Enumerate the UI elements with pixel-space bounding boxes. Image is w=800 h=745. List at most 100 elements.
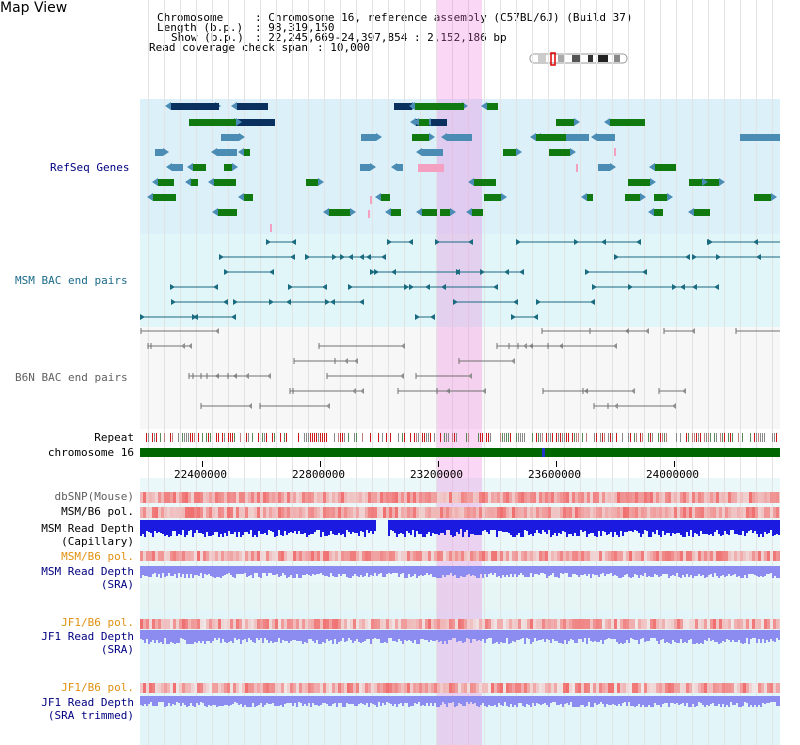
read-depth-bar (548, 566, 550, 576)
polymorphism-bar (347, 619, 350, 629)
polymorphism-bar (644, 551, 647, 561)
polymorphism-bar (419, 683, 422, 693)
read-depth-bar (470, 566, 472, 576)
track-label-b6n-bac[interactable]: B6N BAC end pairs (15, 371, 128, 384)
polymorphism-bar (512, 492, 515, 503)
polymorphism-bar (647, 551, 650, 561)
repeat-mark (430, 433, 431, 442)
track-label-repeat[interactable]: Repeat (94, 431, 134, 444)
repeat-mark (602, 433, 603, 442)
read-depth-bar (382, 566, 384, 577)
repeat-mark (722, 433, 723, 442)
read-depth-bar (754, 696, 756, 705)
polymorphism-bar (341, 507, 344, 518)
read-depth-bar (216, 696, 218, 707)
read-depth-bar (656, 566, 658, 575)
polymorphism-bar (524, 507, 527, 518)
polymorphism-bar (674, 619, 677, 629)
polymorphism-bar (260, 551, 263, 561)
chromosome-ideogram[interactable] (528, 52, 630, 66)
read-depth-bar (324, 696, 326, 703)
read-depth-bar (344, 520, 346, 537)
polymorphism-bar (335, 619, 338, 629)
read-depth-bar (234, 566, 236, 578)
gene-small-feature (614, 148, 616, 156)
read-depth-bar (244, 566, 246, 573)
read-depth-bar (204, 566, 206, 574)
read-depth-bar (210, 566, 212, 576)
read-depth-bar (206, 630, 208, 641)
read-depth-bar (210, 696, 212, 706)
track-label-msm-depth-sra[interactable]: MSM Read Depth (41, 565, 134, 578)
read-depth-bar (476, 630, 478, 641)
track-label-dbsnp[interactable]: dbSNP(Mouse) (54, 490, 134, 503)
track-label-msm-depth-cap[interactable]: MSM Read Depth (41, 522, 134, 535)
read-depth-bar (740, 566, 742, 578)
read-depth-bar (336, 630, 338, 644)
read-depth-bar (746, 696, 748, 703)
polymorphism-bar (641, 619, 644, 629)
gene-feature (628, 179, 650, 186)
repeat-mark (424, 433, 425, 442)
polymorphism-bar (251, 492, 254, 503)
polymorphism-bar (344, 551, 347, 561)
polymorphism-bar (368, 492, 371, 503)
read-depth-bar (220, 630, 222, 643)
grid-line (756, 0, 757, 745)
read-depth-bar (412, 566, 414, 576)
gene-small-feature (576, 164, 578, 172)
polymorphism-bar (758, 492, 761, 503)
read-depth-bar (438, 566, 440, 578)
track-label-chromosome[interactable]: chromosome 16 (47, 446, 134, 459)
polymorphism-bar (239, 683, 242, 693)
read-depth-bar (772, 566, 774, 578)
read-depth-bar (490, 520, 492, 530)
polymorphism-bar (299, 507, 302, 518)
polymorphism-bar (503, 492, 506, 503)
polymorphism-bar (575, 683, 578, 693)
polymorphism-bar (641, 683, 644, 693)
read-depth-bar (404, 630, 406, 640)
bac-end-right (291, 239, 296, 245)
polymorphism-bar (572, 683, 575, 693)
track-label-jf1-pol-2[interactable]: JF1/B6 pol. (61, 681, 134, 694)
track-label-jf1-depth[interactable]: JF1 Read Depth (41, 630, 134, 643)
polymorphism-bar (434, 683, 437, 693)
bac-end-left (233, 299, 238, 305)
read-depth-bar (314, 630, 316, 643)
polymorphism-bar (236, 619, 239, 629)
polymorphism-bar (332, 492, 335, 503)
polymorphism-bar (614, 619, 617, 629)
read-depth-bar (524, 696, 526, 707)
polymorphism-bar (170, 492, 173, 503)
polymorphism-bar (419, 619, 422, 629)
read-depth-bar (434, 630, 436, 641)
polymorphism-bar (329, 551, 332, 561)
track-label-msm-pol-1[interactable]: MSM/B6 pol. (61, 505, 134, 518)
track-panel[interactable] (140, 0, 780, 745)
track-label-jf1-trim[interactable]: JF1 Read Depth (41, 696, 134, 709)
polymorphism-bar (539, 619, 542, 629)
gene-feature (171, 103, 219, 110)
read-depth-bar (140, 630, 142, 639)
read-depth-bar (364, 520, 366, 537)
track-label-msm-bac[interactable]: MSM BAC end pairs (15, 274, 128, 287)
track-label-refseq[interactable]: RefSeq Genes (50, 161, 130, 174)
polymorphism-bar (575, 551, 578, 561)
read-depth-bar (432, 630, 434, 641)
polymorphism-bar (599, 619, 602, 629)
read-depth-bar (270, 630, 272, 641)
feature-layer[interactable] (140, 0, 780, 745)
read-depth-bar (262, 566, 264, 573)
track-label-msm-pol-2[interactable]: MSM/B6 pol. (61, 550, 134, 563)
track-label-jf1-pol-1[interactable]: JF1/B6 pol. (61, 616, 134, 629)
polymorphism-bar (452, 619, 455, 629)
read-depth-bar (510, 520, 512, 535)
read-depth-bar (346, 566, 348, 577)
read-depth-bar (664, 630, 666, 643)
chromosome-bar (140, 448, 780, 457)
read-depth-bar (156, 520, 158, 533)
polymorphism-bar (665, 619, 668, 629)
read-depth-bar (490, 630, 492, 638)
polymorphism-bar (497, 619, 500, 629)
